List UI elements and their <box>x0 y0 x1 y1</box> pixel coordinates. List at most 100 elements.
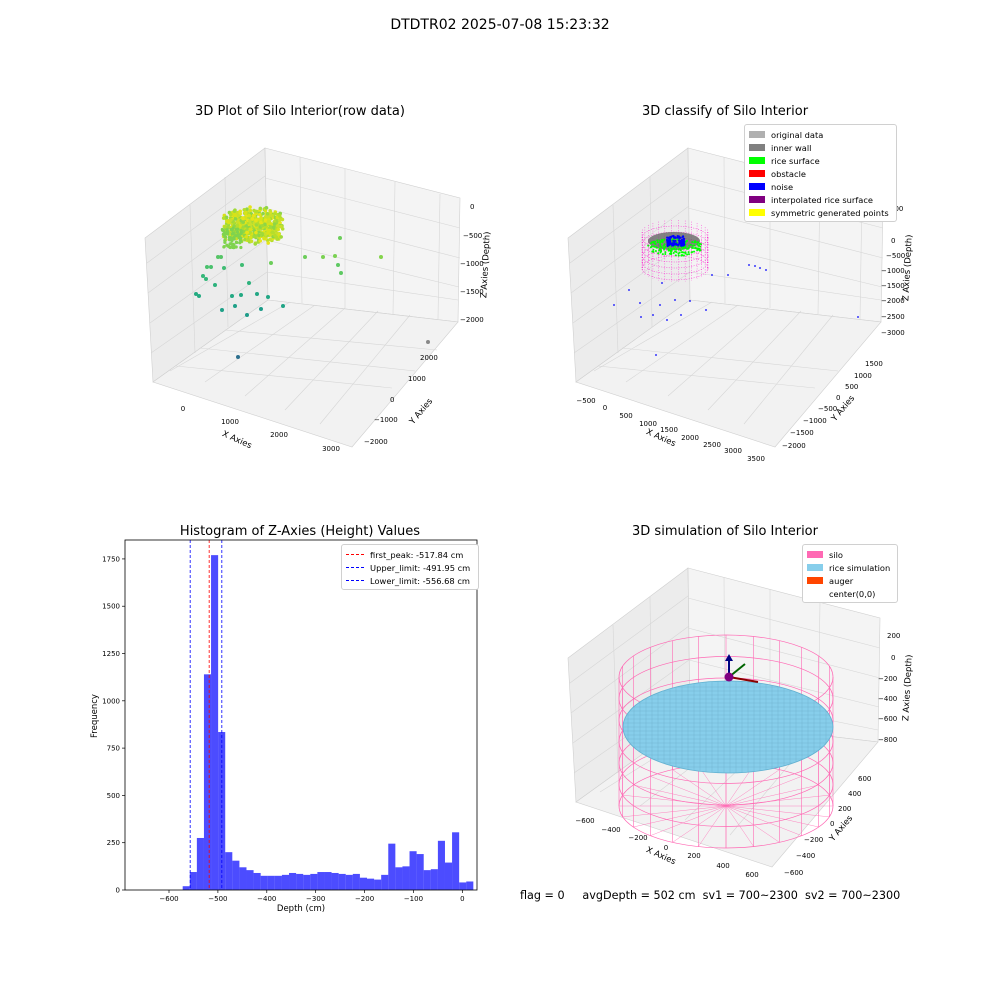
data-point <box>224 232 228 236</box>
classify-3d-plot[interactable]: −500 0 500 1000 1500 2000 2500 3000 3500… <box>567 147 915 463</box>
data-point <box>241 216 245 221</box>
x-tick-label: −300 <box>306 895 325 903</box>
data-point <box>258 239 263 243</box>
noise-point <box>705 309 707 311</box>
raw-ztick: −2000 <box>460 316 484 324</box>
histogram-bar <box>324 872 332 890</box>
data-point <box>242 207 247 212</box>
noise-point <box>669 242 672 245</box>
rice-point <box>678 248 681 251</box>
rice-point <box>650 245 653 248</box>
data-point <box>229 218 233 222</box>
raw-3d-plot[interactable]: 0 1000 2000 3000 2000 1000 0 −1000 −2000… <box>144 147 493 453</box>
rice-point <box>686 247 689 250</box>
simulation-3d-plot[interactable]: −600 −400 −200 0 200 400 600 600 400 200… <box>567 567 915 879</box>
data-point <box>254 230 258 235</box>
data-point <box>278 221 282 225</box>
cls-ytick: −1000 <box>803 417 827 425</box>
raw-xtick: 2000 <box>270 431 288 439</box>
cls-xtick: −500 <box>576 397 595 405</box>
data-point <box>213 283 217 287</box>
simulation-plot-title: 3D simulation of Silo Interior <box>632 524 818 539</box>
data-point <box>268 208 272 213</box>
data-point <box>204 277 208 281</box>
data-point <box>248 205 252 209</box>
data-point <box>279 224 283 229</box>
sim-xtick: −200 <box>628 834 647 842</box>
silo-spoke <box>622 805 727 818</box>
silo-spoke <box>672 805 727 843</box>
data-point <box>262 236 266 241</box>
silo-spoke <box>725 784 819 807</box>
y-tick-label: 1000 <box>102 697 120 705</box>
noise-point <box>759 267 761 269</box>
legend-swatch <box>749 131 765 138</box>
raw-ztick: −1500 <box>460 288 484 296</box>
data-point <box>197 294 201 298</box>
x-tick-label: −600 <box>159 895 178 903</box>
histogram-bar <box>189 872 197 890</box>
x-tick-label: −500 <box>208 895 227 903</box>
raw-ytick: 2000 <box>420 354 438 362</box>
data-point <box>280 217 285 222</box>
silo-spoke <box>725 805 754 847</box>
data-point <box>270 230 275 234</box>
rice-point <box>675 248 678 251</box>
cls-xtick: 3000 <box>724 447 742 455</box>
data-point <box>209 265 213 269</box>
noise-point <box>711 274 713 276</box>
cls-xtick: 0 <box>603 404 607 412</box>
noise-point <box>661 282 663 284</box>
raw-ylabel: Y Axies <box>407 396 435 427</box>
data-point <box>235 219 240 224</box>
rice-point <box>674 245 677 248</box>
data-point <box>379 255 383 259</box>
data-point <box>277 218 282 222</box>
histogram-bar <box>430 869 438 890</box>
cls-xtick: 2500 <box>703 441 721 449</box>
rice-point <box>692 246 695 249</box>
legend-item: rice surface <box>749 154 892 167</box>
cls-xtick: 1000 <box>639 420 657 428</box>
histogram-bar <box>289 872 297 890</box>
data-point <box>260 231 264 236</box>
silo-spoke <box>725 805 819 828</box>
rice-simulation-surface <box>622 680 834 774</box>
data-point <box>194 292 198 296</box>
sim-ytick: −200 <box>804 836 823 844</box>
cls-ztick: −2000 <box>881 297 905 305</box>
interpolated-ring <box>641 231 709 257</box>
data-point <box>236 227 240 231</box>
noise-point <box>666 319 668 321</box>
sv1-text: sv1 = 700~2300 <box>702 889 798 902</box>
rice-point <box>679 249 682 252</box>
histogram-plot[interactable]: −600 −500 −400 −300 −200 −100 0 0 250 500 750 1000… <box>90 539 478 914</box>
noise-point <box>675 242 678 245</box>
raw-plot-title: 3D Plot of Silo Interior(row data) <box>195 104 405 119</box>
data-point <box>236 233 240 237</box>
sim-ytick: 0 <box>830 820 834 828</box>
histogram-bar <box>296 873 304 890</box>
data-point <box>246 238 251 242</box>
data-point <box>244 235 248 239</box>
data-point <box>254 223 259 227</box>
data-point <box>228 242 232 246</box>
legend-swatch <box>749 196 765 203</box>
noise-point <box>673 236 677 240</box>
legend-swatch <box>749 170 765 177</box>
data-point <box>239 228 243 233</box>
data-point <box>239 245 243 250</box>
histogram-bar <box>239 867 247 890</box>
data-point <box>261 211 265 216</box>
data-point <box>243 211 248 215</box>
data-point <box>248 227 252 232</box>
rice-point <box>674 254 677 257</box>
cls-ytick: 500 <box>845 383 858 391</box>
histogram-bar <box>359 877 367 890</box>
sim-xtick: −400 <box>601 826 620 834</box>
data-point <box>263 218 268 222</box>
data-point <box>241 225 245 230</box>
data-point <box>248 219 252 223</box>
sim-ztick: 0 <box>891 654 895 662</box>
sim-ztick: −600 <box>878 715 897 723</box>
